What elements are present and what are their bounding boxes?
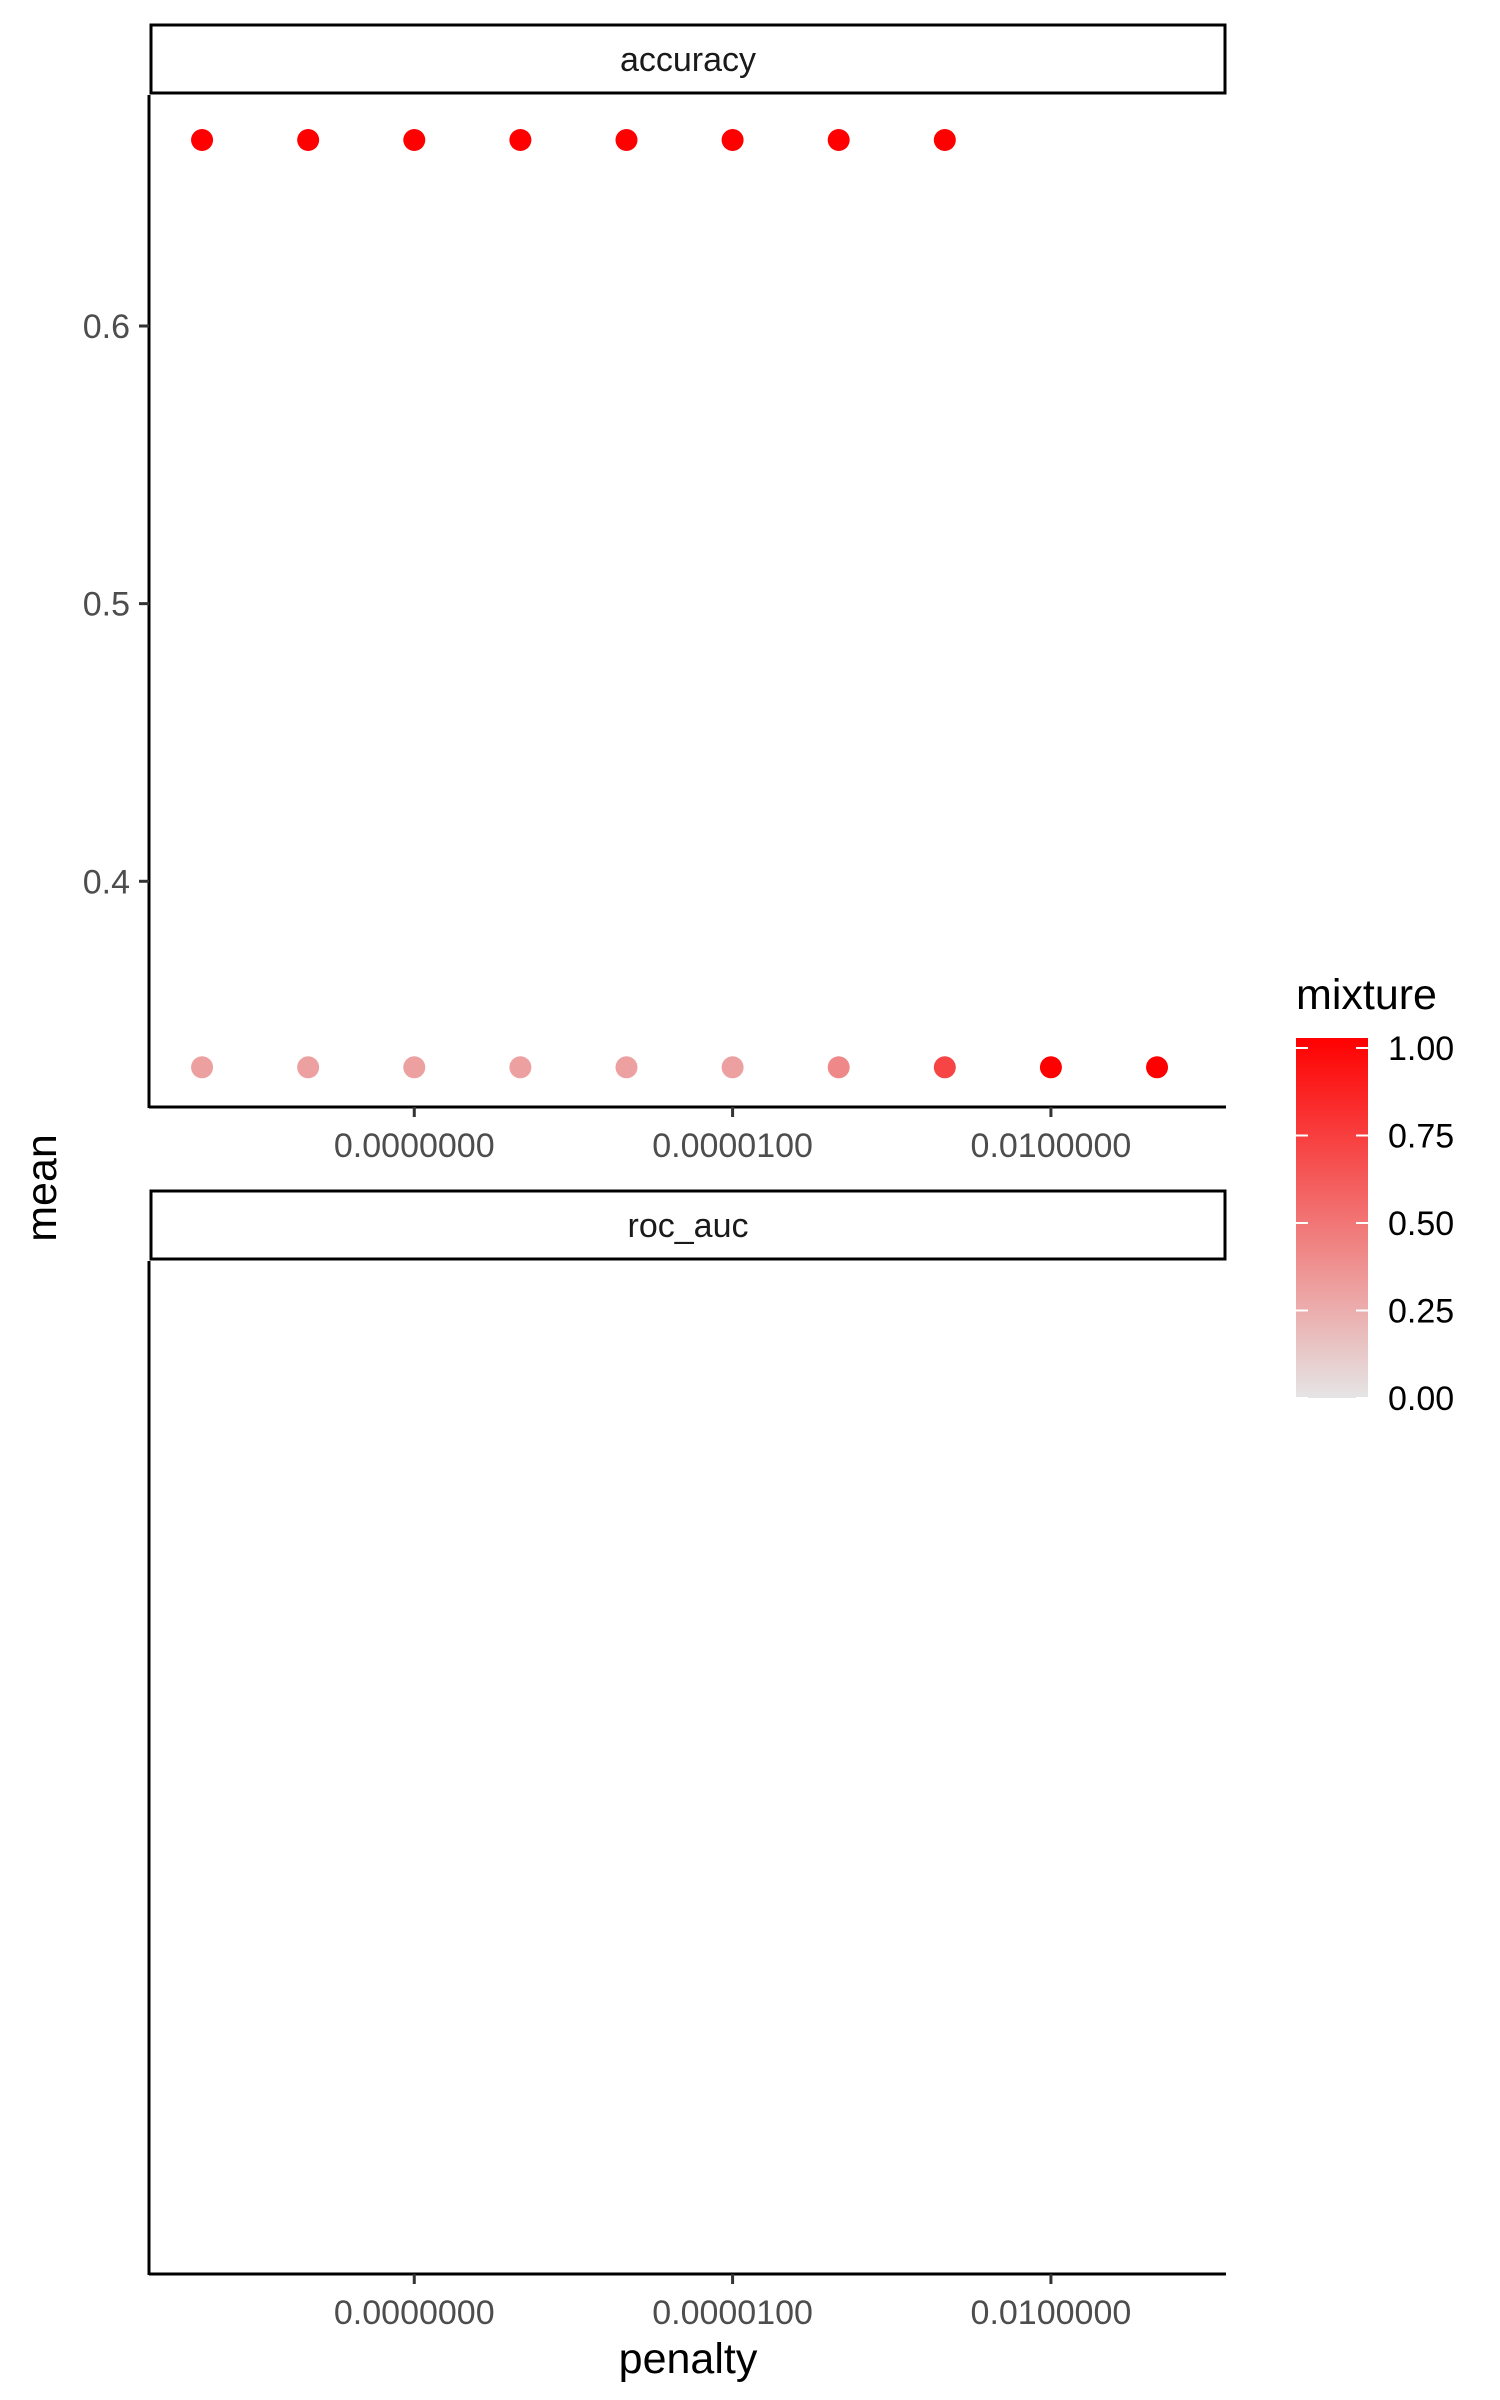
- x-axis-title: penalty: [619, 2335, 758, 2383]
- data-point: [615, 1056, 638, 1079]
- data-point: [721, 1056, 744, 1079]
- data-point: [297, 1056, 320, 1079]
- x-ticks-roc-auc: 0.0000000 0.0000100 0.0100000: [334, 2274, 1131, 2332]
- data-point: [615, 128, 638, 151]
- data-point: [509, 1056, 532, 1079]
- strip-background-roc-auc: [149, 1189, 1227, 1261]
- data-point: [721, 128, 744, 151]
- legend-tick-label: 0.25: [1388, 1293, 1454, 1331]
- x-tick-label: 0.0000100: [652, 1127, 813, 1165]
- data-point: [191, 128, 214, 151]
- y-tick-label: 0.5: [83, 586, 130, 624]
- x-tick-label: 0.0000100: [652, 2294, 813, 2332]
- y-axis-title: mean: [18, 1134, 66, 1242]
- data-point: [1146, 1056, 1169, 1079]
- y-tick-label: 0.4: [83, 863, 130, 901]
- data-point: [191, 1056, 214, 1079]
- data-point: [297, 128, 320, 151]
- legend-tick-label: 0.50: [1388, 1205, 1454, 1243]
- color-legend: mixture 1.00 0.75 0.50 0.25 0.00: [1296, 971, 1454, 1418]
- data-point: [933, 128, 956, 151]
- legend-title: mixture: [1296, 971, 1437, 1019]
- data-point: [509, 128, 532, 151]
- data-point: [1039, 1056, 1062, 1079]
- data-point: [403, 128, 426, 151]
- x-tick-label: 0.0100000: [971, 1127, 1132, 1165]
- x-tick-label: 0.0000000: [334, 2294, 495, 2332]
- x-tick-label: 0.0100000: [971, 2294, 1132, 2332]
- legend-tick-label: 1.00: [1388, 1030, 1454, 1068]
- strip-label-roc-auc: roc_auc: [628, 1207, 749, 1245]
- y-ticks-accuracy: 0.4 0.5 0.6: [83, 308, 149, 901]
- data-point: [827, 1056, 850, 1079]
- legend-colorbar: [1296, 1038, 1368, 1398]
- x-ticks-accuracy: 0.0000000 0.0000100 0.0100000: [334, 1107, 1131, 1165]
- legend-tick-label: 0.75: [1388, 1118, 1454, 1156]
- points-accuracy: [191, 128, 1169, 1079]
- legend-tick-label: 0.00: [1388, 1380, 1454, 1418]
- legend-ticks: 1.00 0.75 0.50 0.25 0.00: [1296, 1030, 1454, 1418]
- panel-roc-auc: roc_auc 0.0000000 0.0000100 0.0100000: [147, 1189, 1227, 2332]
- data-point: [827, 128, 850, 151]
- panel-accuracy: accuracy 0.40.50.6 0.0000000 0.0000100 0.0…: [83, 23, 1227, 1165]
- data-point: [403, 1056, 426, 1079]
- x-tick-label: 0.0000000: [334, 1127, 495, 1165]
- data-point: [933, 1056, 956, 1079]
- y-tick-label: 0.6: [83, 308, 130, 346]
- strip-label-accuracy: accuracy: [620, 41, 756, 79]
- strip-background-accuracy: [149, 23, 1227, 95]
